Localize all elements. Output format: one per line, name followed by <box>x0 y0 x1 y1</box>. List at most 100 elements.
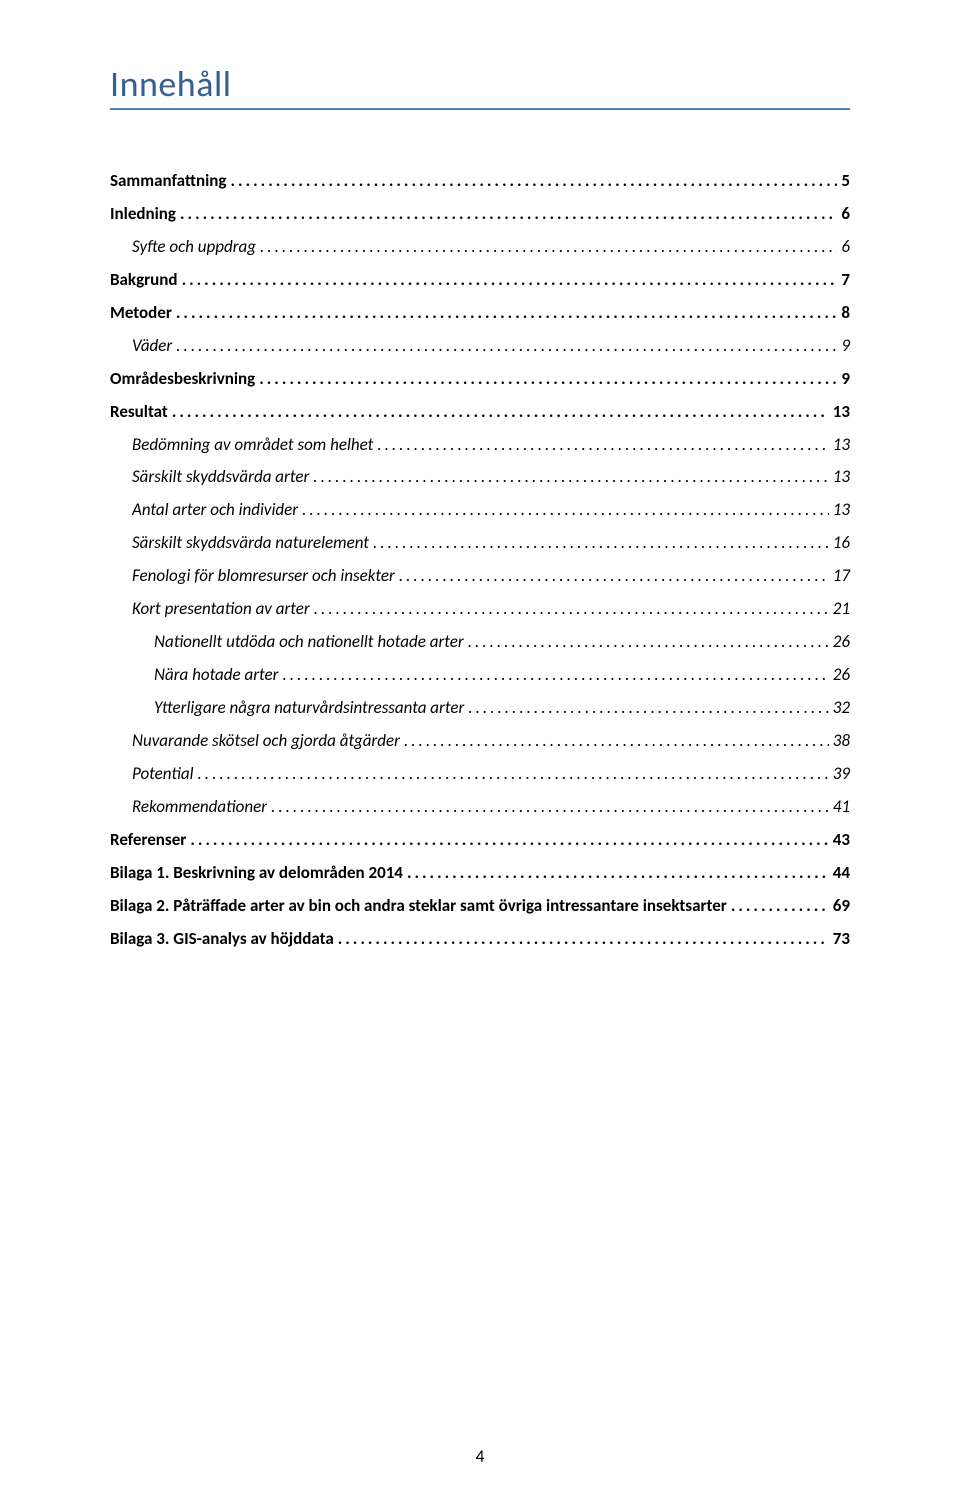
toc-page-number: 43 <box>833 829 850 852</box>
toc-page-number: 73 <box>833 928 850 951</box>
toc-page-number: 6 <box>841 203 850 226</box>
toc-label: Resultat <box>110 401 168 424</box>
toc-leader <box>314 598 829 621</box>
toc-leader <box>259 368 837 391</box>
toc-label: Bakgrund <box>110 269 178 292</box>
toc-row[interactable]: Särskilt skyddsvärda arter 13 <box>132 466 850 489</box>
table-of-contents: Sammanfattning5Inledning6Syfte och uppdr… <box>110 170 850 951</box>
toc-label: Bilaga 3. GIS-analys av höjddata <box>110 928 334 951</box>
toc-label: Fenologi för blomresurser och insekter <box>132 565 395 588</box>
toc-row[interactable]: Kort presentation av arter 21 <box>132 598 850 621</box>
toc-label: Bedömning av området som helhet <box>132 434 373 457</box>
toc-page-number: 39 <box>833 763 850 786</box>
toc-leader <box>180 203 837 226</box>
toc-label: Särskilt skyddsvärda arter <box>132 466 309 489</box>
toc-row[interactable]: Bilaga 1. Beskrivning av delområden 2014… <box>110 862 850 885</box>
toc-row[interactable]: Metoder 8 <box>110 302 850 325</box>
toc-page-number: 9 <box>841 368 850 391</box>
toc-label: Antal arter och individer <box>132 499 298 522</box>
toc-leader <box>338 928 829 951</box>
toc-row[interactable]: Nära hotade arter 26 <box>154 664 850 687</box>
toc-page-number: 5 <box>841 170 850 193</box>
toc-page-number: 13 <box>833 434 850 457</box>
toc-page-number: 17 <box>833 565 850 588</box>
toc-row[interactable]: Områdesbeskrivning 9 <box>110 368 850 391</box>
toc-label: Inledning <box>110 203 176 226</box>
toc-row[interactable]: Bakgrund 7 <box>110 269 850 292</box>
toc-page-number: 9 <box>841 335 850 358</box>
toc-row[interactable]: Inledning 6 <box>110 203 850 226</box>
toc-leader <box>176 335 837 358</box>
toc-page-number: 16 <box>833 532 850 555</box>
toc-row[interactable]: Referenser 43 <box>110 829 850 852</box>
toc-label: Nära hotade arter <box>154 664 279 687</box>
toc-leader <box>260 236 837 259</box>
toc-row[interactable]: Nuvarande skötsel och gjorda åtgärder 38 <box>132 730 850 753</box>
toc-row[interactable]: Sammanfattning 5 <box>110 170 850 193</box>
toc-label: Nuvarande skötsel och gjorda åtgärder <box>132 730 400 753</box>
toc-row[interactable]: Bilaga 3. GIS-analys av höjddata 73 <box>110 928 850 951</box>
toc-leader <box>176 302 837 325</box>
toc-leader <box>377 434 828 457</box>
toc-leader <box>468 631 829 654</box>
toc-page-number: 26 <box>833 631 850 654</box>
toc-leader <box>231 170 838 193</box>
toc-page-number: 21 <box>833 598 850 621</box>
toc-leader <box>283 664 829 687</box>
toc-leader <box>313 466 828 489</box>
toc-page-number: 13 <box>833 401 850 424</box>
toc-leader <box>731 895 829 918</box>
toc-page-number: 41 <box>833 796 850 819</box>
toc-label: Bilaga 2. Påträffade arter av bin och an… <box>110 895 727 918</box>
toc-row[interactable]: Väder 9 <box>132 335 850 358</box>
toc-label: Potential <box>132 763 193 786</box>
toc-page-number: 32 <box>833 697 850 720</box>
toc-page-number: 8 <box>841 302 850 325</box>
toc-row[interactable]: Potential 39 <box>132 763 850 786</box>
toc-leader <box>404 730 829 753</box>
toc-label: Bilaga 1. Beskrivning av delområden 2014 <box>110 862 403 885</box>
toc-leader <box>302 499 829 522</box>
toc-label: Nationellt utdöda och nationellt hotade … <box>154 631 464 654</box>
toc-label: Referenser <box>110 829 186 852</box>
toc-leader <box>407 862 829 885</box>
toc-leader <box>190 829 828 852</box>
toc-row[interactable]: Bedömning av området som helhet 13 <box>132 434 850 457</box>
toc-row[interactable]: Antal arter och individer 13 <box>132 499 850 522</box>
toc-page-number: 69 <box>833 895 850 918</box>
toc-leader <box>468 697 828 720</box>
toc-leader <box>172 401 829 424</box>
toc-page-number: 13 <box>833 466 850 489</box>
page-title: Innehåll <box>110 62 850 110</box>
toc-label: Särskilt skyddsvärda naturelement <box>132 532 369 555</box>
document-page: Innehåll Sammanfattning5Inledning6Syfte … <box>0 0 960 1507</box>
toc-leader <box>197 763 828 786</box>
toc-leader <box>271 796 829 819</box>
toc-label: Sammanfattning <box>110 170 227 193</box>
toc-page-number: 6 <box>841 236 850 259</box>
toc-page-number: 26 <box>833 664 850 687</box>
toc-row[interactable]: Syfte och uppdrag 6 <box>132 236 850 259</box>
toc-label: Områdesbeskrivning <box>110 368 255 391</box>
toc-page-number: 7 <box>841 269 850 292</box>
toc-label: Kort presentation av arter <box>132 598 310 621</box>
toc-row[interactable]: Nationellt utdöda och nationellt hotade … <box>154 631 850 654</box>
page-number: 4 <box>0 1446 960 1467</box>
toc-row[interactable]: Rekommendationer 41 <box>132 796 850 819</box>
toc-row[interactable]: Ytterligare några naturvårdsintressanta … <box>154 697 850 720</box>
toc-page-number: 38 <box>833 730 850 753</box>
toc-row[interactable]: Fenologi för blomresurser och insekter 17 <box>132 565 850 588</box>
toc-label: Väder <box>132 335 172 358</box>
toc-leader <box>182 269 838 292</box>
toc-label: Syfte och uppdrag <box>132 236 256 259</box>
toc-row[interactable]: Resultat 13 <box>110 401 850 424</box>
toc-page-number: 13 <box>833 499 850 522</box>
toc-label: Rekommendationer <box>132 796 267 819</box>
toc-leader <box>373 532 829 555</box>
toc-label: Ytterligare några naturvårdsintressanta … <box>154 697 464 720</box>
toc-label: Metoder <box>110 302 172 325</box>
toc-row[interactable]: Bilaga 2. Påträffade arter av bin och an… <box>110 895 850 918</box>
toc-leader <box>399 565 829 588</box>
toc-row[interactable]: Särskilt skyddsvärda naturelement 16 <box>132 532 850 555</box>
toc-page-number: 44 <box>833 862 850 885</box>
